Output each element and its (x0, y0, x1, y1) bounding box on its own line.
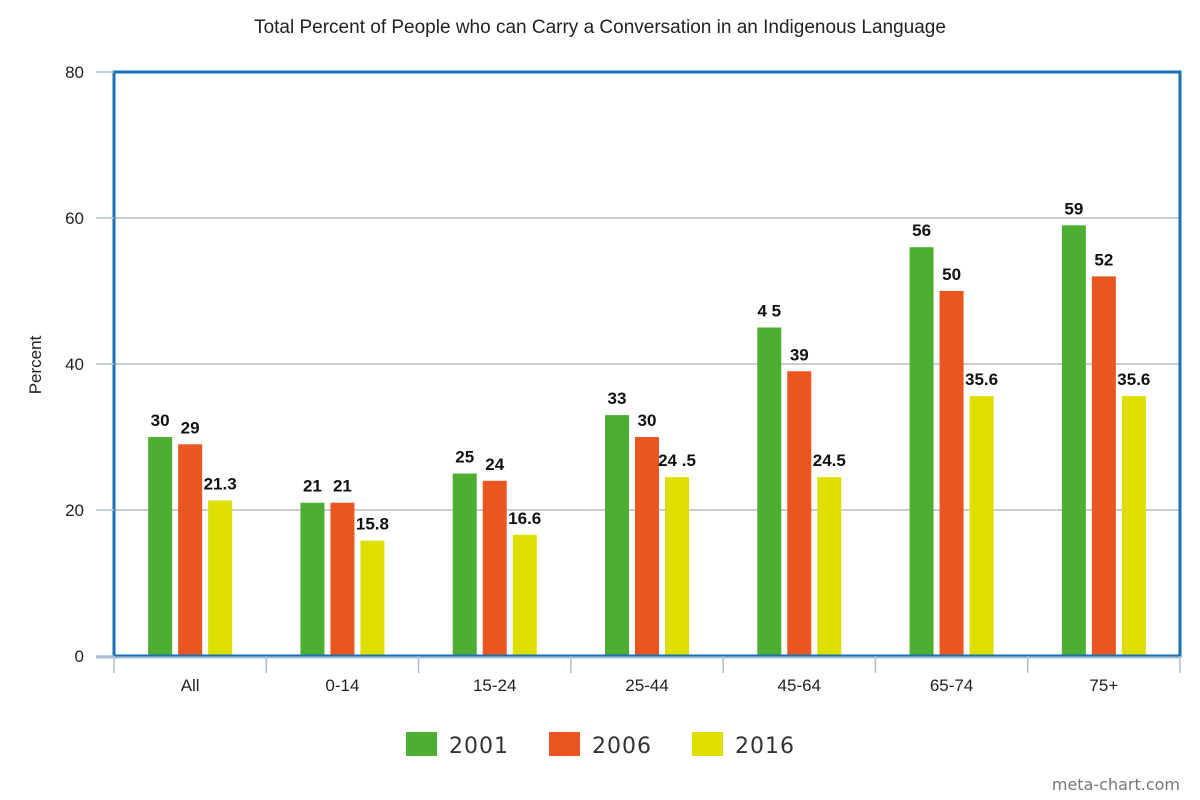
data-label: 30 (151, 411, 170, 430)
y-tick-label: 20 (65, 501, 84, 520)
x-tick-label: 75+ (1089, 676, 1118, 695)
bar (178, 444, 203, 656)
x-tick-label: 25-44 (625, 676, 668, 695)
data-label: 24.5 (813, 451, 846, 470)
bar (787, 371, 812, 656)
x-axis (96, 656, 1181, 673)
data-label: 16.6 (508, 509, 541, 528)
bar (360, 540, 385, 656)
bar (1061, 225, 1086, 657)
data-label: 50 (942, 265, 961, 284)
bar (330, 502, 355, 656)
x-tick-label: 45-64 (778, 676, 821, 695)
legend-swatch (406, 732, 437, 756)
data-label: 21 (333, 477, 352, 496)
chart-title: Total Percent of People who can Carry a … (254, 17, 946, 38)
data-label: 39 (790, 345, 809, 364)
y-axis-label: Percent (26, 335, 45, 394)
bar (208, 500, 233, 656)
data-label: 33 (608, 389, 627, 408)
data-label: 29 (181, 418, 200, 437)
legend: 2001 2006 2016 (406, 732, 795, 759)
bar (1121, 396, 1146, 656)
x-tick-label: 15-24 (473, 676, 516, 695)
data-label: 15.8 (356, 515, 389, 534)
bars (148, 225, 1146, 657)
y-axis-ticks: 0 20 40 60 80 (65, 63, 114, 666)
x-axis-ticks: All 0-14 15-24 25-44 45-64 65-74 75+ (181, 676, 1119, 695)
y-tick-label: 40 (65, 355, 84, 374)
bar (452, 473, 477, 656)
bar (909, 247, 934, 656)
bar (605, 415, 629, 656)
bar (300, 502, 325, 656)
bar (757, 327, 782, 656)
x-tick-label: All (181, 676, 200, 695)
y-tick-label: 0 (75, 647, 84, 666)
data-label: 4 5 (757, 302, 781, 321)
data-label: 21.3 (204, 475, 237, 494)
x-tick-label: 65-74 (930, 676, 973, 695)
bar (665, 477, 689, 656)
y-tick-label: 60 (65, 209, 84, 228)
bar (512, 534, 537, 656)
legend-label: 2016 (735, 734, 795, 759)
x-tick-label: 0-14 (325, 676, 359, 695)
data-label: 24 .5 (658, 451, 696, 470)
legend-label: 2001 (449, 734, 509, 759)
data-label: 35.6 (965, 370, 998, 389)
y-tick-label: 80 (65, 63, 84, 82)
watermark: meta-chart.com (1052, 775, 1180, 794)
data-labels: 30 21 25 33 4 5 56 59 29 21 24 30 39 50 52 21.3 15.8 16.… (151, 199, 1151, 533)
data-label: 21 (303, 477, 322, 496)
bar (939, 291, 964, 656)
legend-label: 2006 (592, 734, 652, 759)
bar (482, 480, 507, 656)
data-label: 35.6 (1117, 370, 1150, 389)
bar (148, 437, 173, 656)
legend-swatch (692, 732, 723, 756)
data-label: 52 (1094, 250, 1113, 269)
bar (969, 396, 994, 656)
data-label: 56 (912, 221, 931, 240)
bar (1091, 276, 1116, 656)
bar (817, 477, 842, 656)
data-label: 24 (485, 455, 504, 474)
bar (635, 437, 659, 656)
data-label: 59 (1064, 199, 1083, 218)
legend-swatch (549, 732, 580, 756)
data-label: 30 (638, 411, 657, 430)
data-label: 25 (455, 448, 474, 467)
